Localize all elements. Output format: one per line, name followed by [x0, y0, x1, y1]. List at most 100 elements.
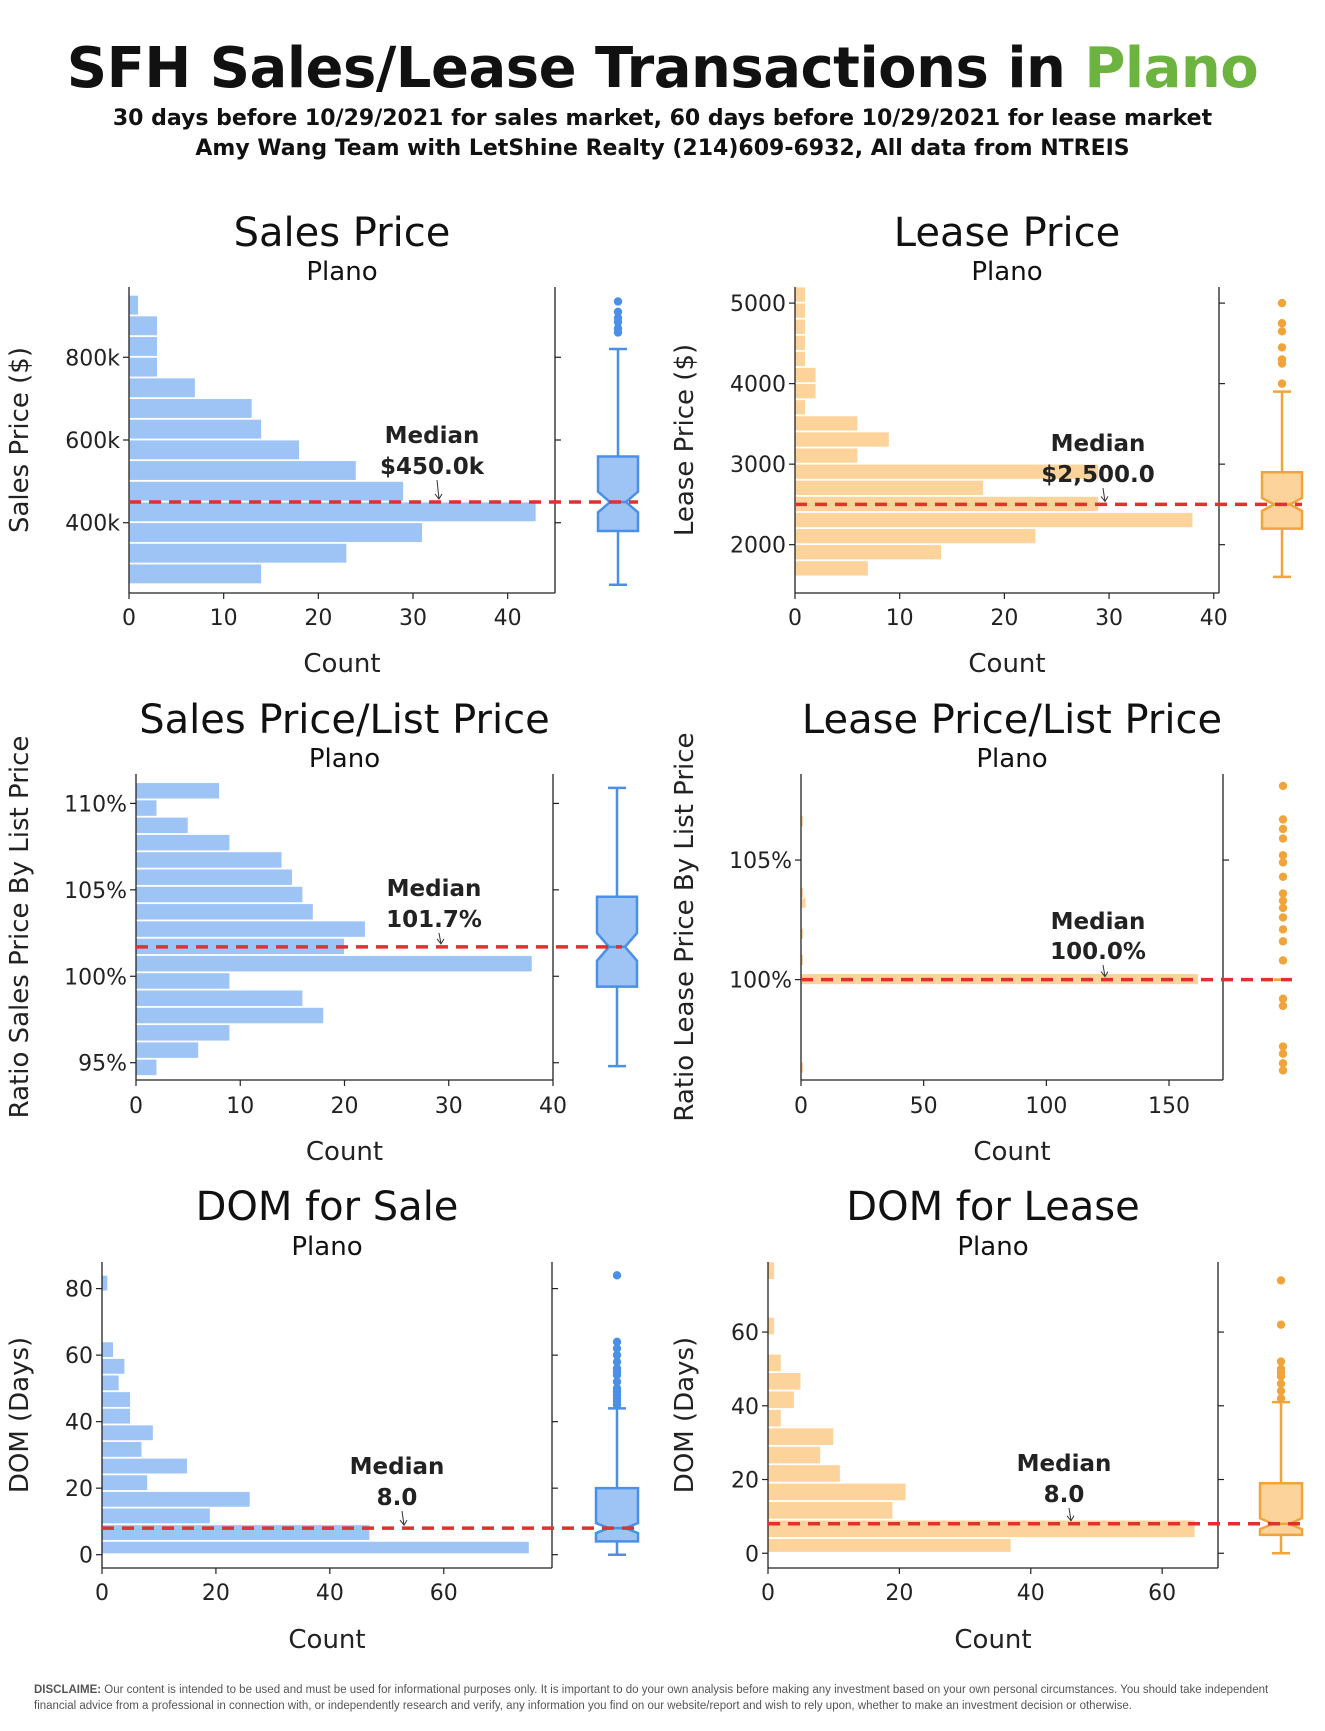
x-axis-label: Count	[303, 649, 380, 679]
chart-title: Sales Price	[234, 210, 451, 256]
chart-subtitle: Plano	[306, 257, 377, 287]
x-axis-label: Count	[954, 1625, 1031, 1655]
x-axis-label: Count	[306, 1137, 383, 1167]
y-tick-label: 40	[65, 1411, 93, 1436]
x-tick-label: 0	[129, 1094, 143, 1119]
y-axis-label: DOM (Days)	[5, 1337, 35, 1493]
y-axis-label: DOM (Days)	[670, 1337, 700, 1493]
box-outlier-point	[1277, 343, 1287, 352]
box-outlier-point	[1278, 872, 1288, 881]
histogram-bar	[135, 1058, 158, 1076]
box-outlier-point	[1278, 1059, 1288, 1068]
median-arrow-head	[1066, 1515, 1075, 1522]
histogram-bar	[794, 431, 890, 448]
box-outlier-point	[1276, 1386, 1286, 1396]
histogram-bar	[135, 885, 304, 904]
x-tick-label: 40	[316, 1581, 344, 1606]
median-arrow-head	[1100, 971, 1109, 978]
x-tick-label: 60	[1148, 1581, 1176, 1606]
box-notched-body	[1260, 470, 1304, 530]
histogram-bar	[135, 972, 231, 990]
histogram-bar	[101, 1424, 154, 1442]
median-arrow	[436, 479, 440, 500]
median-annotation-label: Median	[385, 423, 480, 449]
histogram-bar	[794, 351, 806, 367]
median-annotation-label: Median	[387, 876, 482, 902]
box-outlier-point	[1278, 1049, 1288, 1058]
histogram-bar	[101, 1407, 131, 1425]
median-arrow-head	[434, 493, 443, 500]
box-outlier-point	[1278, 1042, 1288, 1051]
page-title-prefix: SFH Sales/Lease Transactions in	[66, 36, 1085, 101]
y-tick-label: 80	[65, 1278, 93, 1303]
chart-subtitle: Plano	[309, 744, 380, 774]
histogram-bar	[794, 383, 817, 400]
histogram-bar	[101, 1507, 211, 1525]
y-tick-label: 2000	[730, 534, 786, 559]
y-axis-label: Sales Price ($)	[5, 347, 35, 533]
histogram-bar	[135, 851, 283, 869]
x-tick-label: 20	[202, 1581, 230, 1606]
median-annotation-value: 100.0%	[1050, 939, 1146, 965]
box-outlier-point	[613, 313, 623, 323]
histogram-bar	[128, 356, 158, 378]
y-tick-label: 100%	[64, 965, 127, 990]
histogram-bar	[128, 294, 139, 316]
chart-title: Lease Price/List Price	[802, 697, 1222, 743]
x-tick-label: 0	[761, 1581, 775, 1606]
histogram-bar	[135, 903, 314, 921]
y-axis-label: Ratio Sales Price By List Price	[5, 736, 35, 1119]
y-tick-label: 0	[79, 1544, 93, 1569]
histogram-bar	[135, 834, 231, 852]
disclaimer-text: Our content is intended to be used and m…	[34, 1684, 1269, 1712]
histogram-bar	[135, 955, 533, 973]
histogram-bar	[128, 315, 158, 337]
box-outlier-point	[1276, 1394, 1286, 1403]
median-annotation-label: Median	[350, 1454, 445, 1480]
median-arrow	[1102, 487, 1106, 502]
histogram-bar	[794, 399, 806, 416]
histogram-bar	[135, 1024, 231, 1042]
histogram-bar	[128, 460, 357, 481]
x-tick-label: 20	[331, 1094, 359, 1119]
box-outlier-point	[1278, 858, 1288, 867]
median-arrow	[1102, 964, 1106, 977]
histogram-bar	[128, 336, 158, 357]
histogram-bar	[135, 799, 158, 817]
histogram-bar	[767, 1316, 775, 1336]
histogram-bar	[767, 1409, 782, 1428]
histogram-bar	[767, 1427, 835, 1446]
y-tick-label: 110%	[64, 792, 127, 817]
box-outlier-point	[1278, 913, 1288, 922]
histogram-bar	[794, 286, 806, 303]
box-outlier-point	[1278, 834, 1288, 843]
histogram-bar	[767, 1482, 907, 1502]
box-outlier-point	[612, 1350, 622, 1360]
box-outlier-point	[1278, 824, 1288, 834]
box-outlier-point	[1276, 1379, 1286, 1388]
x-tick-label: 40	[494, 606, 522, 631]
histogram-bar	[128, 480, 404, 502]
box-outlier-point	[1276, 1364, 1286, 1374]
median-annotation-value: $2,500.0	[1041, 462, 1155, 488]
box-outlier-point	[1276, 1320, 1286, 1329]
x-tick-label: 10	[210, 606, 238, 631]
box-outlier-point	[1277, 319, 1287, 328]
box-outlier-point	[1277, 355, 1287, 364]
box-outlier-point	[1277, 379, 1287, 388]
histogram-bar	[767, 1445, 821, 1465]
box-outlier-point	[612, 1337, 622, 1347]
box-outlier-point	[1278, 889, 1288, 898]
y-axis-label: Lease Price ($)	[670, 344, 700, 536]
box-outlier-point	[613, 297, 623, 306]
histogram-bar	[101, 1391, 131, 1408]
histogram-bar	[794, 367, 817, 384]
x-tick-label: 50	[910, 1094, 938, 1119]
page-subtitle-dates: 30 days before 10/29/2021 for sales mark…	[112, 106, 1213, 131]
median-annotation-label: Median	[1051, 431, 1146, 457]
box-outlier-point	[612, 1357, 622, 1366]
y-tick-label: 20	[731, 1469, 759, 1494]
chart-subtitle: Plano	[957, 1232, 1028, 1262]
median-arrow-head	[399, 1519, 408, 1526]
